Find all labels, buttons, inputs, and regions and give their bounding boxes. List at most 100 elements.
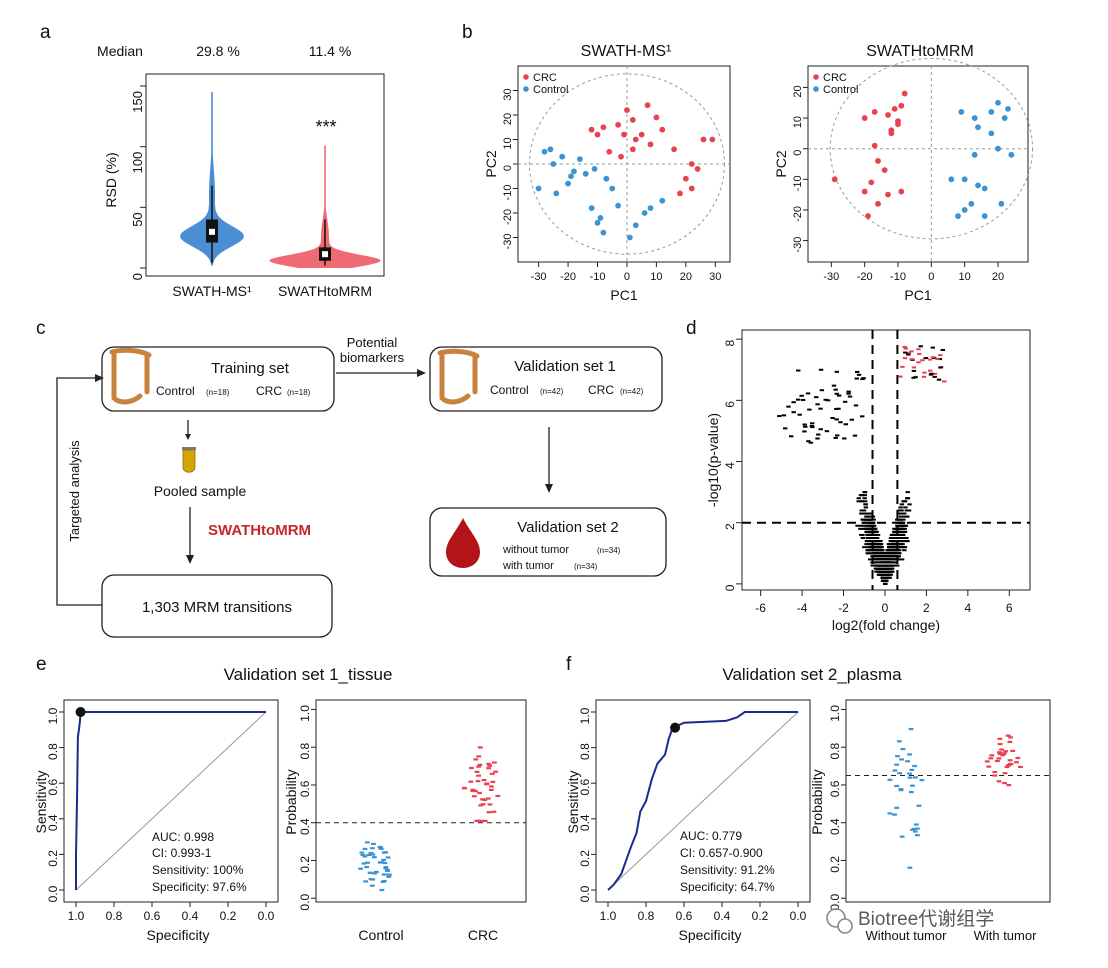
- b1-point-crc: [682, 175, 689, 182]
- b1-point-crc: [709, 136, 716, 143]
- f2-point-with-tumor: [1001, 752, 1007, 755]
- e1-xtick-label: 0.2: [220, 909, 237, 923]
- d-point: [866, 515, 872, 518]
- median-label: Median: [97, 43, 143, 59]
- d-point: [880, 555, 885, 558]
- d-point: [814, 396, 819, 399]
- e2-point-control: [381, 858, 387, 862]
- biomarkers-label: biomarkers: [340, 350, 405, 365]
- d-point: [891, 533, 897, 536]
- d-point: [893, 558, 898, 561]
- e2-point-control: [381, 851, 387, 854]
- b2-point-crc: [891, 105, 898, 112]
- e2-point-control: [362, 847, 368, 851]
- b1-xtick-label: -30: [531, 271, 547, 283]
- b2-point-crc: [831, 176, 838, 183]
- d-point: [888, 540, 894, 543]
- f2-point-without-tumor: [910, 828, 916, 831]
- f2-ytick-label: 1.0: [828, 705, 842, 722]
- d-point: [791, 401, 796, 404]
- d-point-significant: [898, 375, 903, 378]
- e2-point-crc: [470, 789, 476, 793]
- d-point: [860, 518, 865, 521]
- e2-point-control: [372, 872, 377, 875]
- d-point: [873, 530, 879, 533]
- d-point: [890, 564, 896, 567]
- d-point: [799, 394, 804, 397]
- f2-point-without-tumor: [900, 747, 906, 751]
- b1-point-crc: [629, 117, 636, 123]
- panel-label-f: f: [566, 654, 572, 675]
- d-point: [903, 524, 908, 527]
- legend-label-control-1: Control: [533, 84, 568, 96]
- b2-xtick-label: -30: [823, 271, 839, 283]
- e1-xtick-label: 0.6: [144, 909, 161, 923]
- b2-xtick-label: 20: [992, 271, 1004, 283]
- d-point: [897, 543, 902, 546]
- b2-point-crc: [895, 121, 901, 128]
- training-control-n: (n=18): [206, 388, 230, 397]
- d-xtick-label: -6: [755, 601, 766, 615]
- d-point: [936, 378, 942, 381]
- e2-point-control: [359, 851, 365, 854]
- d-point: [901, 546, 906, 549]
- e2-point-crc: [485, 797, 491, 800]
- axis-label-e1-x: Specificity: [146, 927, 209, 943]
- d-point: [871, 546, 876, 549]
- violin-median-2: [322, 251, 328, 258]
- e2-point-crc: [475, 780, 481, 783]
- b2-point-crc: [898, 102, 905, 109]
- d-point-significant: [935, 357, 940, 360]
- d-point: [803, 425, 808, 428]
- d-point: [867, 537, 873, 539]
- e2-point-crc: [486, 811, 492, 814]
- validation1-crc-n: (n=42): [620, 387, 644, 396]
- f2-point-with-tumor: [986, 765, 992, 768]
- f2-point-without-tumor: [915, 834, 920, 837]
- d-point: [865, 533, 871, 536]
- b2-point-control: [958, 109, 965, 115]
- b1-xtick-label: 0: [624, 271, 630, 283]
- d-point: [907, 503, 912, 506]
- b1-point-crc: [600, 124, 607, 131]
- d-point: [855, 524, 860, 527]
- b1-point-crc: [671, 146, 677, 153]
- f2-point-with-tumor: [996, 780, 1002, 783]
- d-point: [879, 552, 885, 555]
- e2-point-crc: [491, 761, 497, 764]
- d-ytick-label: 2: [723, 523, 737, 530]
- d-point: [902, 549, 907, 552]
- b1-point-crc: [644, 102, 651, 109]
- panel-b: SWATH-MS¹ SWATHtoMRM -30 -20 -10 0 10 20 30 -30…: [483, 43, 1034, 303]
- d-point: [895, 564, 900, 567]
- e2-point-crc: [474, 770, 480, 773]
- b1-point-crc: [618, 153, 624, 160]
- b1-ytick-label: -20: [502, 209, 514, 225]
- b1-point-control: [582, 170, 589, 177]
- f2-point-without-tumor: [905, 760, 910, 763]
- d-point: [856, 497, 861, 500]
- d-point: [823, 398, 828, 401]
- a-ytick-label: 0: [130, 273, 145, 280]
- panel-label-e: e: [36, 654, 47, 675]
- d-point: [849, 418, 855, 421]
- validation-set-2-title: Validation set 2: [517, 519, 618, 536]
- e2-point-control: [368, 851, 374, 855]
- b2-confidence-ellipse: [829, 58, 1034, 240]
- d-point: [911, 369, 917, 372]
- b2-point-control: [948, 176, 955, 183]
- e2-point-control: [369, 847, 375, 850]
- d-point: [906, 353, 911, 356]
- d-point: [889, 558, 894, 561]
- e2-point-control: [378, 847, 384, 850]
- d-point: [880, 579, 886, 582]
- d-point: [818, 407, 823, 410]
- f1-ytick-label: 0.2: [578, 850, 592, 867]
- d-point: [846, 390, 851, 393]
- d-point: [795, 398, 801, 401]
- d-point: [875, 540, 881, 543]
- legend-label-control-2: Control: [823, 84, 858, 96]
- e1-xtick-label: 1.0: [68, 909, 85, 923]
- d-point: [883, 558, 888, 561]
